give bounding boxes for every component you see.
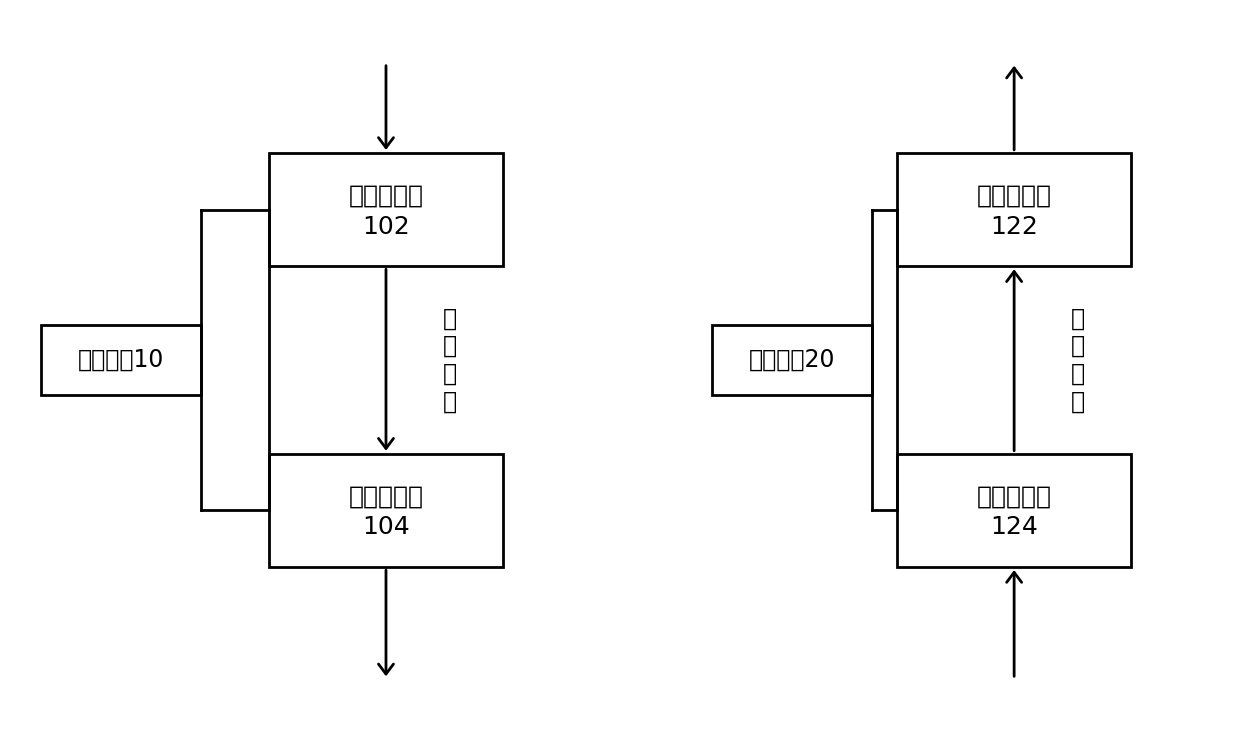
- Text: 下
行
信
道: 下 行 信 道: [443, 306, 458, 414]
- Text: 下行编码器: 下行编码器: [348, 184, 424, 208]
- Text: 124: 124: [991, 516, 1038, 539]
- Text: 122: 122: [991, 214, 1038, 239]
- Text: 上行编码器: 上行编码器: [977, 184, 1052, 208]
- Bar: [897, 153, 1131, 266]
- Text: 104: 104: [362, 516, 410, 539]
- Text: 第一开兤10: 第一开兤10: [78, 348, 165, 372]
- Bar: [269, 153, 503, 266]
- Text: 上行解码器: 上行解码器: [977, 485, 1052, 509]
- Text: 第二开兤20: 第二开兤20: [749, 348, 836, 372]
- Bar: [41, 325, 201, 395]
- Text: 下行解码器: 下行解码器: [348, 485, 424, 509]
- Text: 上
行
信
道: 上 行 信 道: [1071, 306, 1085, 414]
- Bar: [712, 325, 873, 395]
- Bar: [269, 453, 503, 567]
- Bar: [897, 453, 1131, 567]
- Text: 102: 102: [362, 214, 410, 239]
